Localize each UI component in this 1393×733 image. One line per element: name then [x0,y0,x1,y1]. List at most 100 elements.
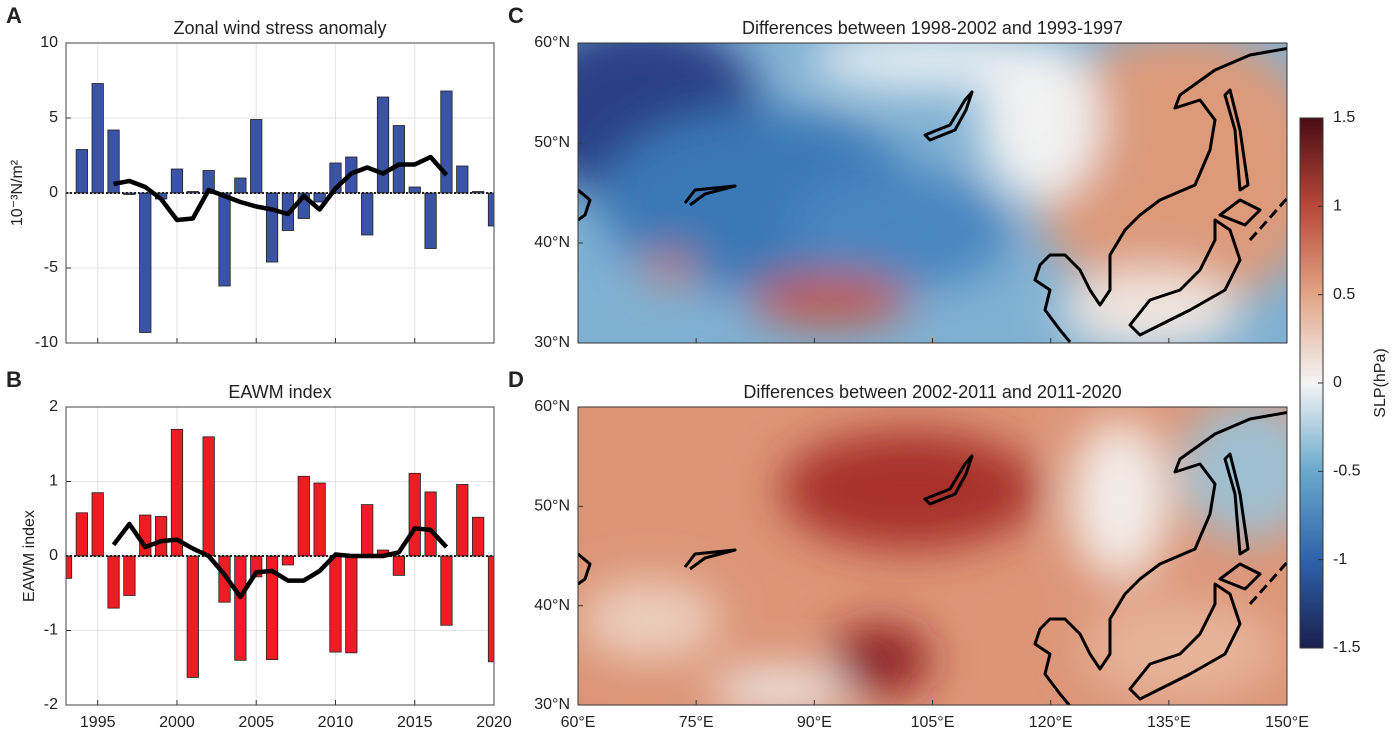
x-tick-label: 60°E [561,714,596,731]
chart-title: Differences between 2002-2011 and 2011-2… [743,382,1121,402]
bar [265,192,279,263]
bar [392,555,405,576]
bar [170,168,184,194]
x-tick-label: 75°E [679,714,714,731]
map-field [578,43,1287,343]
bar [123,192,136,195]
bar [75,512,88,557]
bar [186,191,199,194]
y-tick-label: 40°N [534,234,570,251]
x-tick-label: 1995 [80,714,116,731]
map-field [578,407,1287,705]
bar [424,192,437,249]
bar [297,475,310,557]
bar [440,555,453,626]
bar [155,516,168,557]
running-mean-line [113,154,449,223]
x-tick-label: 90°E [797,714,832,731]
colorbar-label: SLP(hPa) [1372,348,1389,417]
bar [107,129,120,194]
chart-title: EAWM index [228,382,331,402]
x-tick-label: 2020 [476,714,512,731]
plot-frame [65,406,495,706]
bar [487,192,494,227]
colorbar-tick-label: 0.5 [1333,286,1355,303]
panel-label: D [508,367,524,392]
y-tick-label: -2 [44,696,58,713]
bar [265,555,279,660]
x-tick-label: 150°E [1265,714,1309,731]
x-tick-label: 2015 [397,714,433,731]
bar [440,90,453,194]
colorbar-tick-label: 0 [1333,374,1342,391]
y-axis-label: EAWM index [21,510,38,602]
bar [234,177,247,194]
y-tick-label: 50°N [534,134,570,151]
plot-frame [65,42,495,344]
y-tick-label: 60°N [534,34,570,51]
bar [329,555,342,653]
bar [139,192,152,333]
bar [345,555,358,654]
colorbar-tick-label: -1.5 [1333,639,1361,656]
bar [139,514,152,557]
chart-title: Zonal wind stress anomaly [173,18,386,38]
bar [170,428,184,557]
y-tick-label: 30°N [534,334,570,351]
y-tick-label: 30°N [534,696,570,713]
x-tick-label: 135°E [1147,714,1191,731]
bar [376,96,390,194]
x-tick-label: 2005 [238,714,274,731]
y-tick-label: 0 [49,547,58,564]
bar [91,83,104,194]
bar [186,555,199,678]
x-tick-label: 120°E [1029,714,1073,731]
running-mean-line [111,521,449,600]
bar [250,119,263,194]
bar [456,165,469,194]
bar [234,555,247,661]
y-tick-label: -10 [35,334,58,351]
chart-title: Differences between 1998-2002 and 1993-1… [742,18,1123,38]
colorbar-tick-label: 1.5 [1333,109,1355,126]
y-tick-label: 60°N [534,398,570,415]
x-tick-label: 2000 [159,714,195,731]
bar [123,555,136,596]
bar [456,484,469,557]
colorbar-tick-label: -0.5 [1333,463,1361,480]
y-tick-label: 1 [49,473,58,490]
bar [408,472,421,557]
colorbar-tick-label: -1 [1333,551,1347,568]
bar [313,482,326,557]
panel-label: A [6,3,22,28]
colorbar-tick-label: 1 [1333,198,1342,215]
bar [392,125,405,194]
bar [472,516,485,557]
y-axis-label: 10⁻³N/m² [9,159,26,226]
y-tick-label: 2 [49,398,58,415]
bar [424,491,437,557]
y-tick-label: 0 [49,184,58,201]
bars [66,428,494,678]
bar [361,504,374,557]
bar [281,555,295,566]
y-tick-label: 40°N [534,597,570,614]
bar [91,492,104,557]
bar [107,555,120,609]
bar [218,192,231,287]
bar [75,149,88,194]
y-tick-label: 10 [40,34,58,51]
bar [487,555,494,663]
bars [75,83,494,333]
y-tick-label: 50°N [534,498,570,515]
bar [361,192,374,236]
y-tick-label: -5 [44,259,58,276]
y-tick-label: -1 [44,622,58,639]
panel-label: C [508,3,524,28]
bar [250,555,263,578]
y-tick-label: 5 [49,109,58,126]
bar [202,436,215,557]
panel-label: B [6,367,22,392]
x-tick-label: 2010 [318,714,354,731]
